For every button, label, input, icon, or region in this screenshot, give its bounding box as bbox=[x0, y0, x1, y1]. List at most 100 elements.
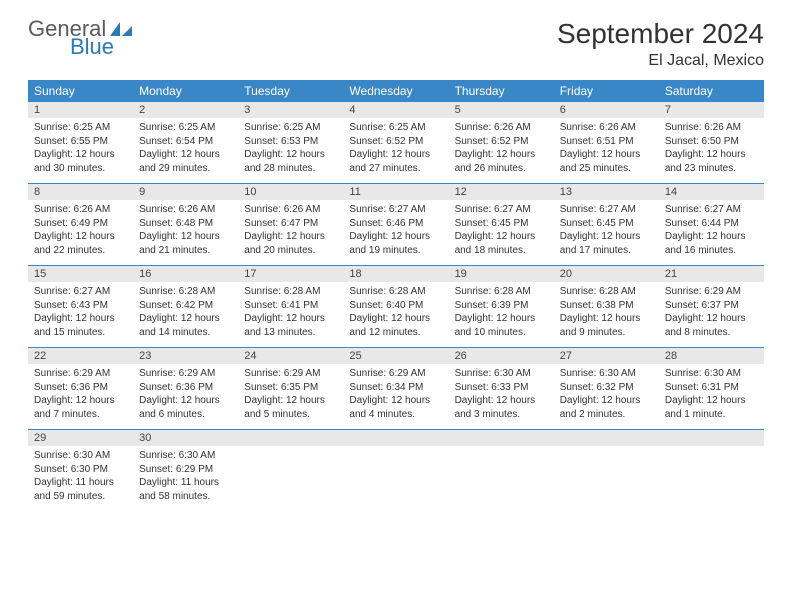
day-info: Sunrise: 6:29 AMSunset: 6:36 PMDaylight:… bbox=[28, 364, 133, 430]
sunset-text: Sunset: 6:52 PM bbox=[349, 135, 442, 149]
day-info: Sunrise: 6:28 AMSunset: 6:41 PMDaylight:… bbox=[238, 282, 343, 348]
brand-part2: Blue bbox=[70, 36, 132, 58]
empty-cell bbox=[238, 430, 343, 447]
day-number: 12 bbox=[449, 184, 554, 201]
sunset-text: Sunset: 6:54 PM bbox=[139, 135, 232, 149]
daynum-row: 22232425262728 bbox=[28, 348, 764, 365]
empty-cell bbox=[659, 430, 764, 447]
calendar-table: SundayMondayTuesdayWednesdayThursdayFrid… bbox=[28, 80, 764, 511]
day-info: Sunrise: 6:28 AMSunset: 6:39 PMDaylight:… bbox=[449, 282, 554, 348]
sunset-text: Sunset: 6:52 PM bbox=[455, 135, 548, 149]
day-info: Sunrise: 6:27 AMSunset: 6:43 PMDaylight:… bbox=[28, 282, 133, 348]
daylight-text: Daylight: 12 hours and 30 minutes. bbox=[34, 148, 127, 175]
sunset-text: Sunset: 6:50 PM bbox=[665, 135, 758, 149]
sunrise-text: Sunrise: 6:26 AM bbox=[34, 203, 127, 217]
sunrise-text: Sunrise: 6:30 AM bbox=[455, 367, 548, 381]
info-row: Sunrise: 6:26 AMSunset: 6:49 PMDaylight:… bbox=[28, 200, 764, 266]
day-info: Sunrise: 6:27 AMSunset: 6:44 PMDaylight:… bbox=[659, 200, 764, 266]
sunset-text: Sunset: 6:40 PM bbox=[349, 299, 442, 313]
empty-cell bbox=[554, 446, 659, 511]
day-number: 14 bbox=[659, 184, 764, 201]
sunrise-text: Sunrise: 6:25 AM bbox=[139, 121, 232, 135]
sunset-text: Sunset: 6:41 PM bbox=[244, 299, 337, 313]
day-info: Sunrise: 6:29 AMSunset: 6:34 PMDaylight:… bbox=[343, 364, 448, 430]
sunset-text: Sunset: 6:45 PM bbox=[560, 217, 653, 231]
day-number: 17 bbox=[238, 266, 343, 283]
sunset-text: Sunset: 6:39 PM bbox=[455, 299, 548, 313]
info-row: Sunrise: 6:30 AMSunset: 6:30 PMDaylight:… bbox=[28, 446, 764, 511]
day-number: 23 bbox=[133, 348, 238, 365]
daylight-text: Daylight: 12 hours and 10 minutes. bbox=[455, 312, 548, 339]
day-info: Sunrise: 6:30 AMSunset: 6:30 PMDaylight:… bbox=[28, 446, 133, 511]
day-info: Sunrise: 6:28 AMSunset: 6:38 PMDaylight:… bbox=[554, 282, 659, 348]
daylight-text: Daylight: 12 hours and 4 minutes. bbox=[349, 394, 442, 421]
sunset-text: Sunset: 6:48 PM bbox=[139, 217, 232, 231]
sunset-text: Sunset: 6:46 PM bbox=[349, 217, 442, 231]
day-info: Sunrise: 6:30 AMSunset: 6:32 PMDaylight:… bbox=[554, 364, 659, 430]
daynum-row: 891011121314 bbox=[28, 184, 764, 201]
day-info: Sunrise: 6:26 AMSunset: 6:49 PMDaylight:… bbox=[28, 200, 133, 266]
day-info: Sunrise: 6:26 AMSunset: 6:51 PMDaylight:… bbox=[554, 118, 659, 184]
sunrise-text: Sunrise: 6:29 AM bbox=[34, 367, 127, 381]
daylight-text: Daylight: 12 hours and 16 minutes. bbox=[665, 230, 758, 257]
empty-cell bbox=[238, 446, 343, 511]
empty-cell bbox=[343, 430, 448, 447]
day-number: 6 bbox=[554, 102, 659, 118]
sunrise-text: Sunrise: 6:28 AM bbox=[139, 285, 232, 299]
daylight-text: Daylight: 12 hours and 23 minutes. bbox=[665, 148, 758, 175]
day-info: Sunrise: 6:27 AMSunset: 6:45 PMDaylight:… bbox=[449, 200, 554, 266]
dow-cell: Friday bbox=[554, 80, 659, 102]
day-number: 1 bbox=[28, 102, 133, 118]
sunrise-text: Sunrise: 6:27 AM bbox=[665, 203, 758, 217]
info-row: Sunrise: 6:27 AMSunset: 6:43 PMDaylight:… bbox=[28, 282, 764, 348]
sunset-text: Sunset: 6:45 PM bbox=[455, 217, 548, 231]
title-block: September 2024 El Jacal, Mexico bbox=[557, 18, 764, 70]
sunset-text: Sunset: 6:37 PM bbox=[665, 299, 758, 313]
daylight-text: Daylight: 12 hours and 15 minutes. bbox=[34, 312, 127, 339]
day-number: 15 bbox=[28, 266, 133, 283]
daylight-text: Daylight: 12 hours and 12 minutes. bbox=[349, 312, 442, 339]
daylight-text: Daylight: 12 hours and 22 minutes. bbox=[34, 230, 127, 257]
day-number: 9 bbox=[133, 184, 238, 201]
day-info: Sunrise: 6:27 AMSunset: 6:45 PMDaylight:… bbox=[554, 200, 659, 266]
day-number: 25 bbox=[343, 348, 448, 365]
sunset-text: Sunset: 6:44 PM bbox=[665, 217, 758, 231]
empty-cell bbox=[343, 446, 448, 511]
day-number: 13 bbox=[554, 184, 659, 201]
empty-cell bbox=[449, 430, 554, 447]
daylight-text: Daylight: 11 hours and 59 minutes. bbox=[34, 476, 127, 503]
day-number: 19 bbox=[449, 266, 554, 283]
day-number: 10 bbox=[238, 184, 343, 201]
dow-cell: Sunday bbox=[28, 80, 133, 102]
sunrise-text: Sunrise: 6:29 AM bbox=[349, 367, 442, 381]
daynum-row: 15161718192021 bbox=[28, 266, 764, 283]
sunset-text: Sunset: 6:31 PM bbox=[665, 381, 758, 395]
day-info: Sunrise: 6:30 AMSunset: 6:29 PMDaylight:… bbox=[133, 446, 238, 511]
daylight-text: Daylight: 12 hours and 28 minutes. bbox=[244, 148, 337, 175]
daylight-text: Daylight: 12 hours and 19 minutes. bbox=[349, 230, 442, 257]
dow-cell: Wednesday bbox=[343, 80, 448, 102]
sunrise-text: Sunrise: 6:29 AM bbox=[139, 367, 232, 381]
dow-cell: Monday bbox=[133, 80, 238, 102]
daylight-text: Daylight: 12 hours and 13 minutes. bbox=[244, 312, 337, 339]
daylight-text: Daylight: 12 hours and 25 minutes. bbox=[560, 148, 653, 175]
dow-row: SundayMondayTuesdayWednesdayThursdayFrid… bbox=[28, 80, 764, 102]
daynum-row: 2930 bbox=[28, 430, 764, 447]
sunset-text: Sunset: 6:42 PM bbox=[139, 299, 232, 313]
day-number: 11 bbox=[343, 184, 448, 201]
sunrise-text: Sunrise: 6:26 AM bbox=[139, 203, 232, 217]
day-info: Sunrise: 6:29 AMSunset: 6:37 PMDaylight:… bbox=[659, 282, 764, 348]
daylight-text: Daylight: 12 hours and 5 minutes. bbox=[244, 394, 337, 421]
brand-logo: General Blue bbox=[28, 18, 132, 58]
day-number: 2 bbox=[133, 102, 238, 118]
day-number: 4 bbox=[343, 102, 448, 118]
day-number: 29 bbox=[28, 430, 133, 447]
sunset-text: Sunset: 6:30 PM bbox=[34, 463, 127, 477]
dow-cell: Saturday bbox=[659, 80, 764, 102]
dow-cell: Tuesday bbox=[238, 80, 343, 102]
empty-cell bbox=[449, 446, 554, 511]
daylight-text: Daylight: 12 hours and 7 minutes. bbox=[34, 394, 127, 421]
sunset-text: Sunset: 6:55 PM bbox=[34, 135, 127, 149]
dow-cell: Thursday bbox=[449, 80, 554, 102]
sunset-text: Sunset: 6:32 PM bbox=[560, 381, 653, 395]
